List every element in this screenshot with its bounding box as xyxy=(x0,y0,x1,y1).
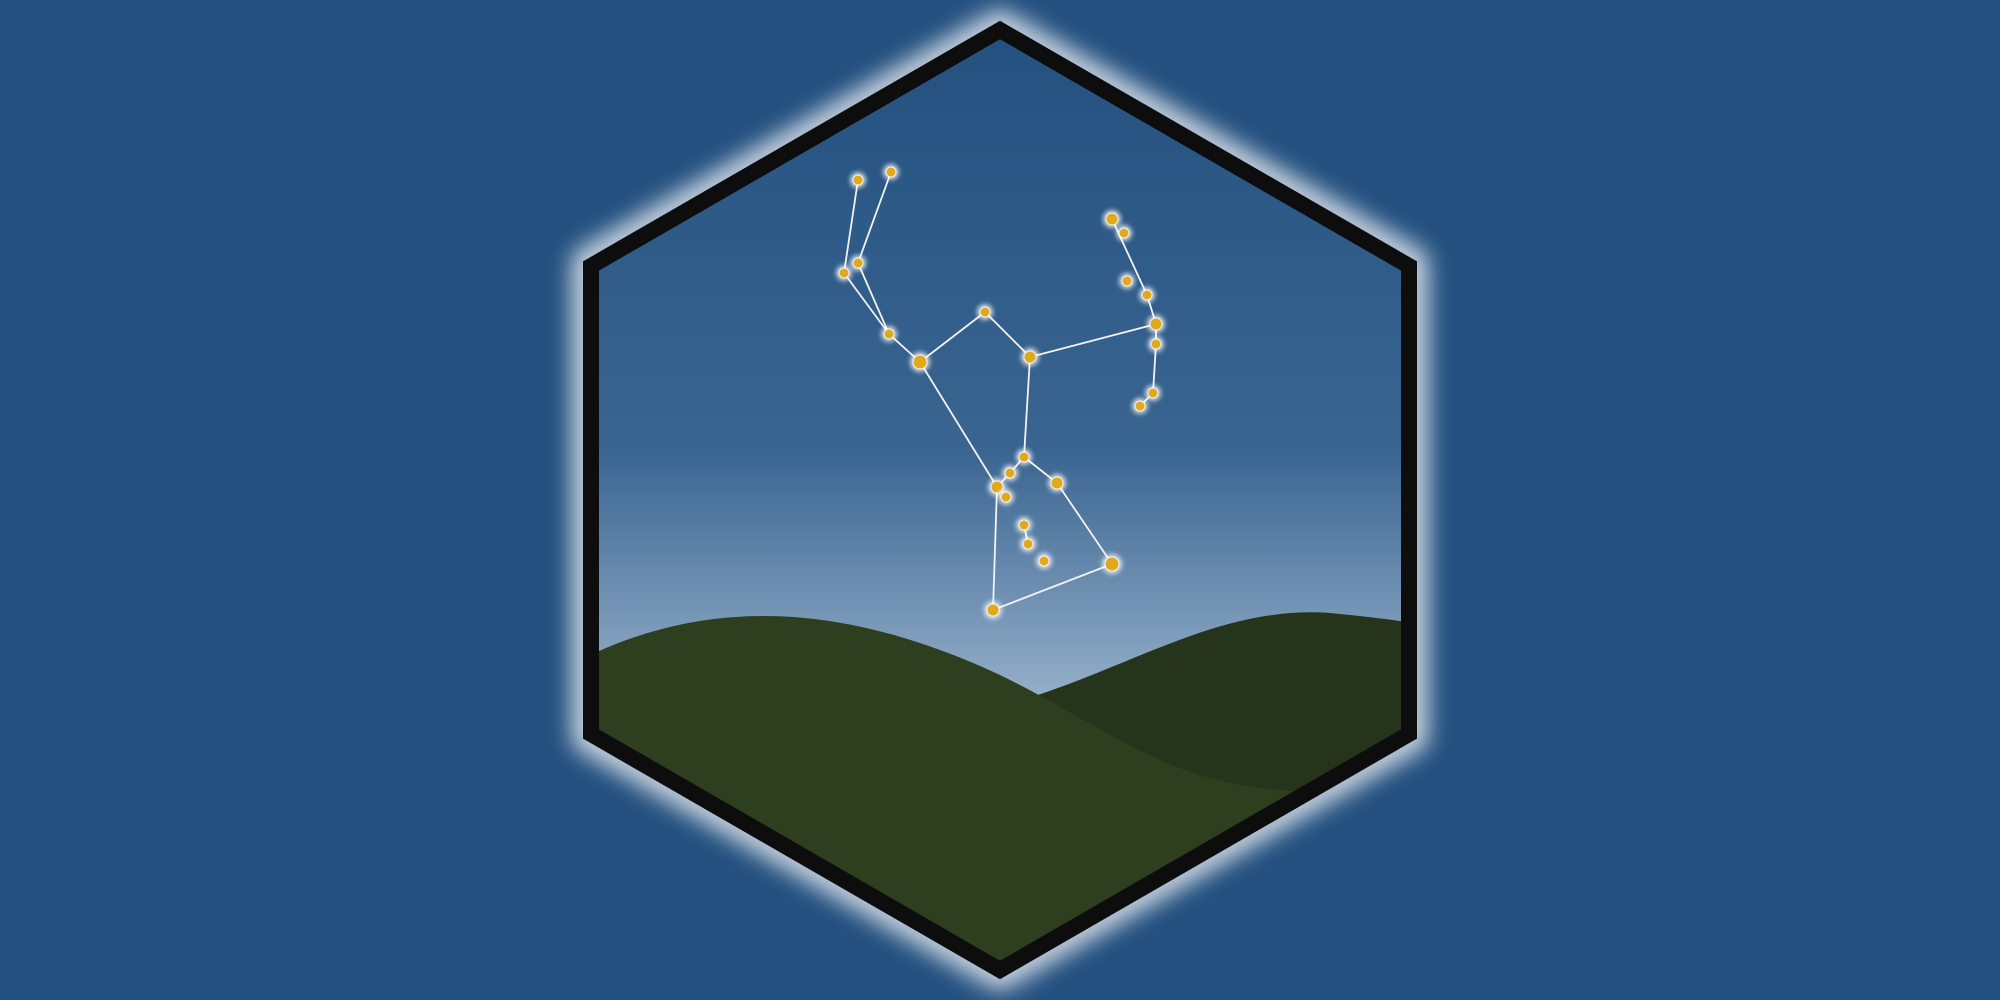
constellation-line xyxy=(843,179,859,274)
constellation-line xyxy=(992,563,1113,611)
star-icon xyxy=(998,489,1014,505)
star-icon xyxy=(1020,536,1036,552)
constellation-line xyxy=(843,272,890,335)
star-icon xyxy=(910,352,930,372)
star-icon xyxy=(1102,554,1122,574)
constellation-line xyxy=(1029,323,1157,358)
constellation-line xyxy=(919,361,998,488)
star-icon xyxy=(984,601,1002,619)
star-icon xyxy=(1139,287,1155,303)
star-icon xyxy=(1148,336,1164,352)
star-icon xyxy=(1116,225,1132,241)
star-icon xyxy=(1145,385,1161,401)
constellation xyxy=(836,164,1165,619)
star-icon xyxy=(1103,210,1121,228)
constellation-line xyxy=(857,171,892,264)
star-icon xyxy=(850,172,866,188)
constellation-line xyxy=(919,311,986,363)
star-icon xyxy=(1132,398,1148,414)
badge-interior xyxy=(596,36,1404,964)
star-icon xyxy=(1016,449,1032,465)
star-icon xyxy=(1147,315,1165,333)
constellation-line xyxy=(1152,343,1157,394)
star-icon xyxy=(1016,517,1032,533)
star-icon xyxy=(883,164,899,180)
constellation-line xyxy=(992,486,998,611)
constellation-line xyxy=(1056,482,1113,565)
star-icon xyxy=(1048,474,1066,492)
star-icon xyxy=(1021,348,1039,366)
star-icon xyxy=(1119,273,1135,289)
star-icon xyxy=(977,304,993,320)
star-icon xyxy=(836,265,852,281)
constellation-stars xyxy=(836,164,1165,619)
constellation-line xyxy=(1023,356,1031,458)
star-icon xyxy=(1002,465,1018,481)
star-icon xyxy=(850,255,866,271)
star-icon xyxy=(881,326,897,342)
constellation-line xyxy=(984,311,1031,358)
constellation-line xyxy=(857,262,890,335)
star-icon xyxy=(1036,553,1052,569)
hexagon-frame-icon xyxy=(583,20,1417,980)
